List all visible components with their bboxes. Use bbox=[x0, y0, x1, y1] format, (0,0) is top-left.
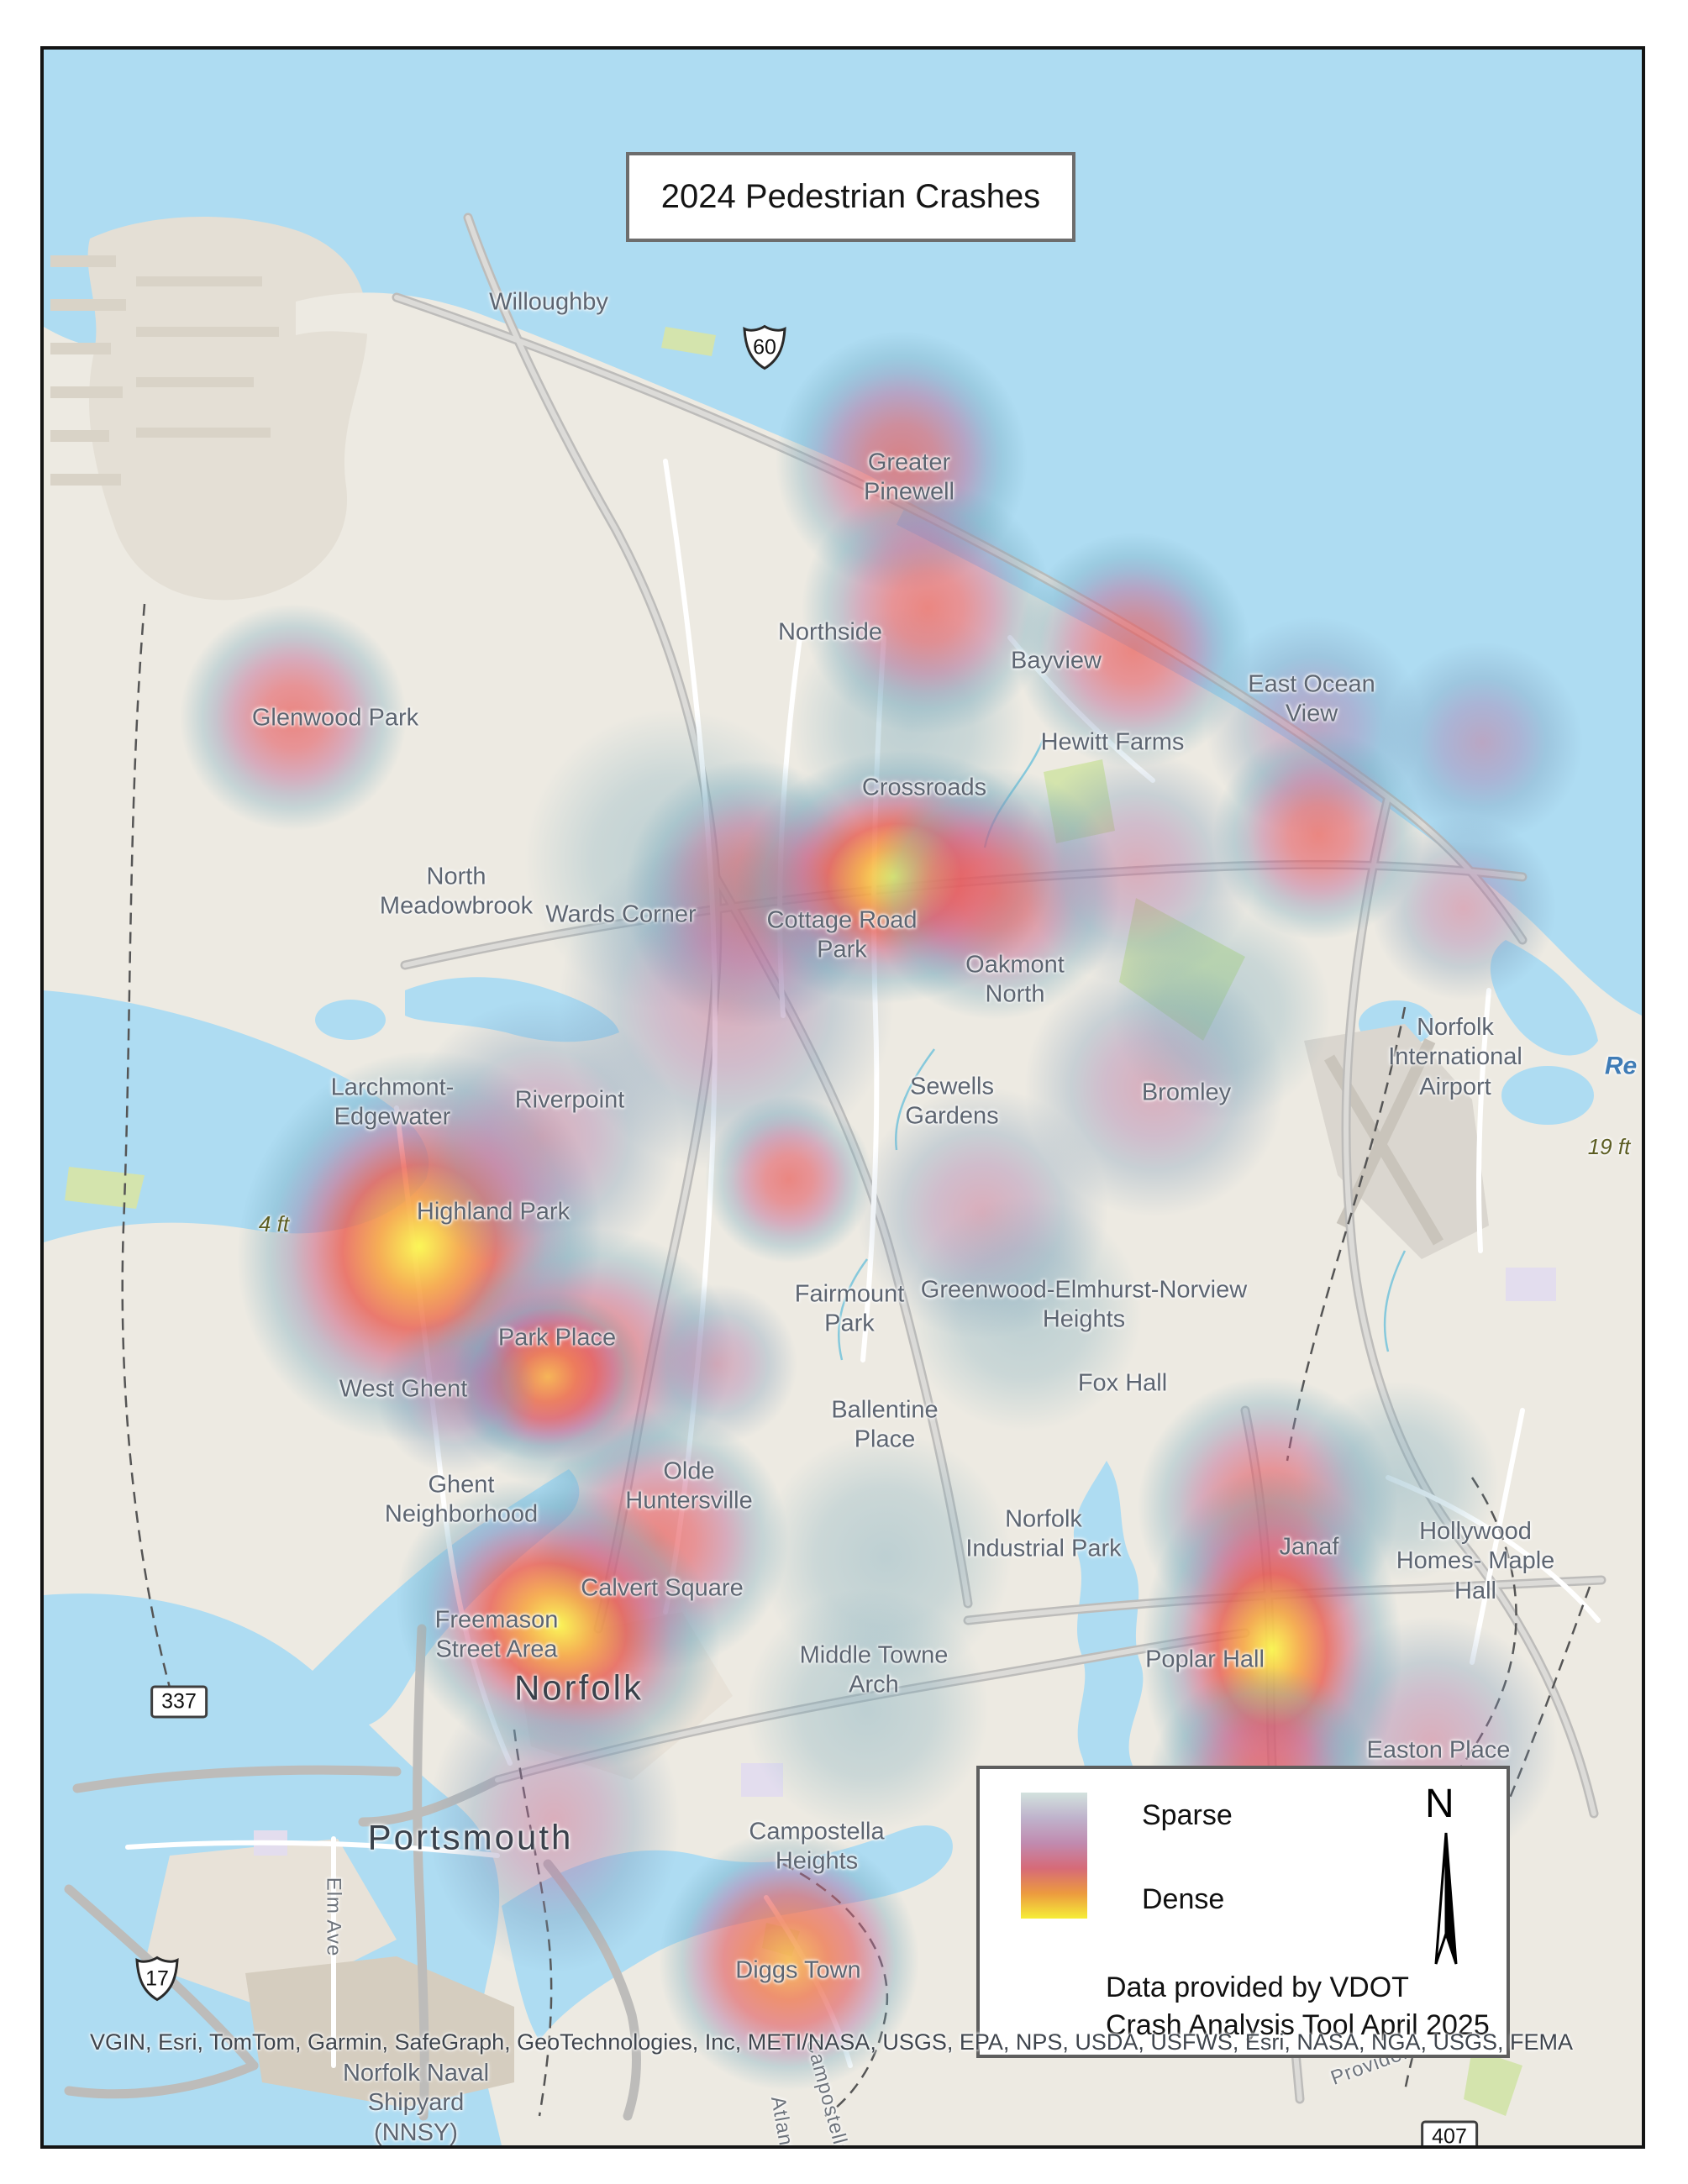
map-title-box: 2024 Pedestrian Crashes bbox=[626, 152, 1075, 242]
credit-line2: Crash Analysis Tool April 2025 bbox=[1106, 2009, 1490, 2041]
map-title: 2024 Pedestrian Crashes bbox=[660, 178, 1041, 215]
density-gradient-swatch bbox=[1021, 1793, 1087, 1919]
legend: Sparse Dense N Data provided by VDOT Cra… bbox=[976, 1766, 1510, 2058]
attribution-line2: USGS, EPA, NPS, USDA, USFWS, Esri, NASA,… bbox=[882, 2029, 1573, 2055]
attribution-line1: VGIN, Esri, TomTom, Garmin, SafeGraph, G… bbox=[89, 2029, 876, 2055]
north-arrow-icon bbox=[1434, 1832, 1458, 1965]
map-attribution: VGIN, Esri, TomTom, Garmin, SafeGraph, G… bbox=[90, 2024, 1573, 2061]
legend-dense-label: Dense bbox=[1142, 1883, 1225, 1915]
shipyard-area bbox=[245, 1956, 514, 2108]
map-canvas: Willoughby Greater Pinewell Northside Bayvi… bbox=[40, 46, 1645, 2149]
legend-credit: Data provided by VDOT Crash Analysis Too… bbox=[1106, 1969, 1490, 2045]
legend-sparse-label: Sparse bbox=[1142, 1799, 1233, 1831]
north-letter: N bbox=[1425, 1782, 1454, 1826]
willoughby-spit-land bbox=[296, 292, 909, 533]
credit-line1: Data provided by VDOT bbox=[1106, 1971, 1409, 2003]
